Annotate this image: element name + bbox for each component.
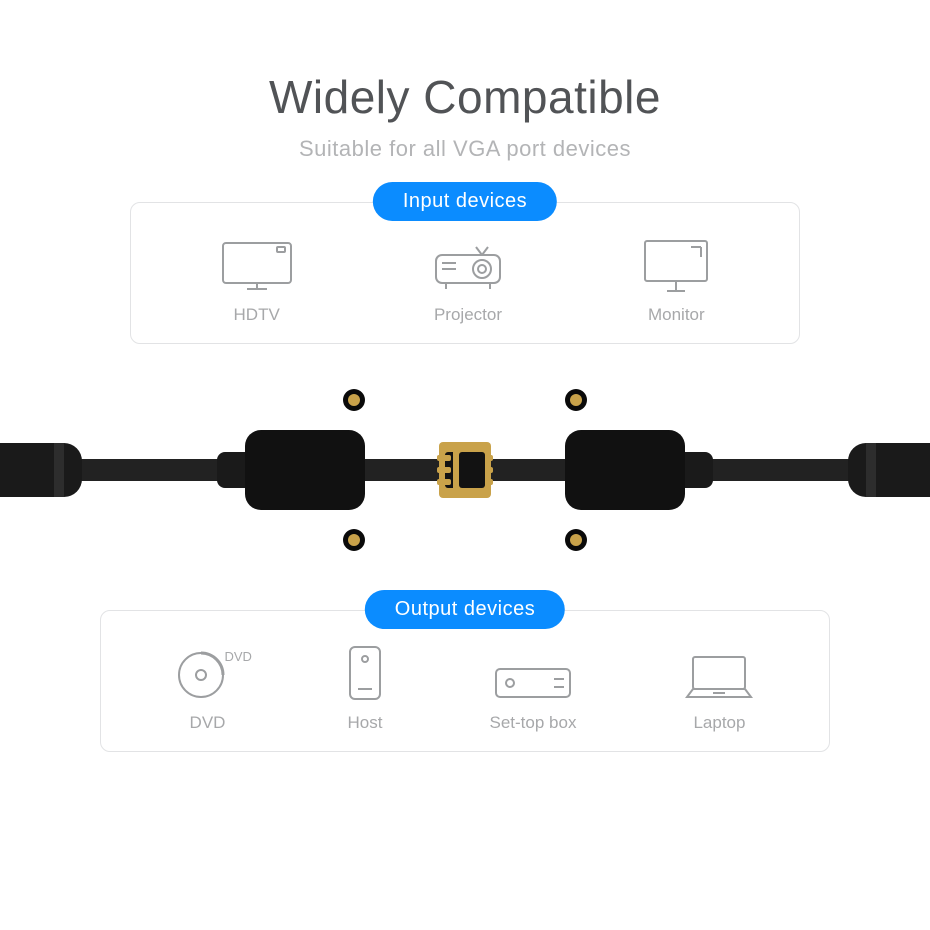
input-panel: HDTV Projector Monitor <box>130 202 800 344</box>
hdtv-icon <box>221 237 293 293</box>
input-badge: Input devices <box>373 182 557 221</box>
item-hdtv: HDTV <box>221 237 293 325</box>
item-label: DVD <box>175 713 241 733</box>
vga-connector-right <box>485 395 685 545</box>
item-label: Projector <box>432 305 504 325</box>
item-label: Laptop <box>683 713 755 733</box>
vga-connector-left <box>245 395 445 545</box>
dvd-aux-label: DVD <box>225 649 252 664</box>
output-section: Output devices DVD DVD Host Set-top box <box>100 610 830 752</box>
monitor-icon <box>643 237 709 293</box>
heading: Widely Compatible Suitable for all VGA p… <box>0 70 930 162</box>
output-badge: Output devices <box>365 590 565 629</box>
input-section: Input devices HDTV Projector Monitor <box>130 202 800 344</box>
item-dvd: DVD DVD <box>175 645 241 733</box>
item-label: HDTV <box>221 305 293 325</box>
ferrite-left <box>0 443 82 497</box>
item-label: Host <box>348 713 383 733</box>
page-title: Widely Compatible <box>0 70 930 124</box>
dvd-icon: DVD <box>175 645 241 701</box>
item-projector: Projector <box>432 237 504 325</box>
item-label: Set-top box <box>490 713 577 733</box>
item-monitor: Monitor <box>643 237 709 325</box>
item-laptop: Laptop <box>683 645 755 733</box>
cable-illustration <box>0 370 930 570</box>
ferrite-right <box>848 443 930 497</box>
page-subtitle: Suitable for all VGA port devices <box>0 136 930 162</box>
item-settop: Set-top box <box>490 645 577 733</box>
projector-icon <box>432 237 504 293</box>
item-label: Monitor <box>643 305 709 325</box>
output-panel: DVD DVD Host Set-top box Laptop <box>100 610 830 752</box>
settop-icon <box>490 645 577 701</box>
host-icon <box>348 645 383 701</box>
laptop-icon <box>683 645 755 701</box>
item-host: Host <box>348 645 383 733</box>
